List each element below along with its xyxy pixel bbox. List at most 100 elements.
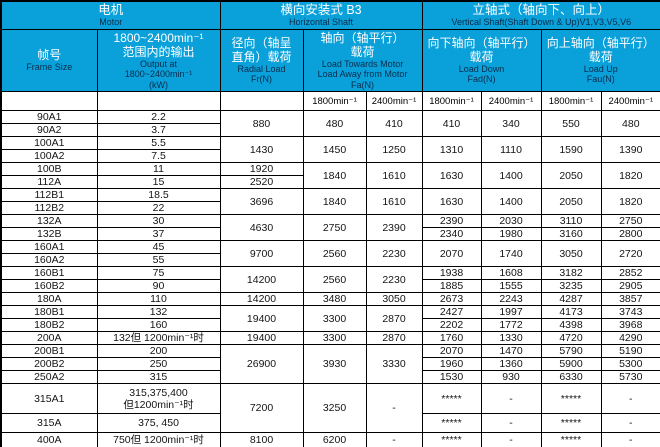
output-cell: 22 xyxy=(96,201,221,215)
fad-2400-cell: - xyxy=(480,383,542,414)
table-row: 400A 750但 1200min⁻¹时 8100 6200- ***** - ***** - xyxy=(0,432,660,447)
table-row: 160A1 45 9700 2560 2230 2070 1740 3050 2720 xyxy=(0,240,660,267)
frame-cell: 112B2 xyxy=(0,201,98,215)
fau-2400-cell: 3968 xyxy=(600,318,660,332)
fa-2400-cell: - xyxy=(365,432,423,447)
output-cell: 200 xyxy=(96,344,221,358)
output-cell: 132但 1200min⁻¹时 xyxy=(96,331,221,345)
fad-1800-cell: 1310 xyxy=(421,136,482,163)
radial-load-cell: 8100 xyxy=(219,432,304,447)
fa-2400-cell: 1250 xyxy=(365,136,423,163)
frame-cell: 200B1 xyxy=(0,344,98,358)
fau-2400-cell: 2905 xyxy=(600,279,660,293)
output-cell: 132 xyxy=(96,305,221,319)
empty-header-cell xyxy=(96,91,221,111)
fa-1800-cell: 2560 xyxy=(302,266,367,293)
fau-1800-cell: 1590 xyxy=(540,136,602,163)
fad-2400-cell: 1470 xyxy=(480,344,542,358)
radial-load-cell: 26900 xyxy=(219,344,304,384)
fau-1800-cell: 3160 xyxy=(540,227,602,241)
frame-cell: 200B2 xyxy=(0,357,98,371)
output-cell: 45 xyxy=(96,240,221,254)
fau-2400-cell: 2720 xyxy=(600,240,660,267)
header-output: 1800~2400min⁻¹ 范围内的输出 Output at 1800~240… xyxy=(96,28,221,92)
header-motor-en: Motor xyxy=(99,17,123,27)
header-vertical-shaft: 立轴式（轴向下、向上） Vertical Shaft(Shaft Down & … xyxy=(421,0,660,30)
frame-cell: 112B1 xyxy=(0,188,98,202)
table-row: 315A 375, 450 ***** - ***** - xyxy=(0,413,660,433)
output-cell: 2.2 xyxy=(96,110,221,124)
fau-1800-cell: 3110 xyxy=(540,214,602,228)
fau-2400-cell: - xyxy=(600,413,660,433)
fau-1800-cell: ***** xyxy=(540,413,602,433)
speed-header-fad-1800: 1800min⁻¹ xyxy=(421,91,482,111)
fau-2400-cell: 2852 xyxy=(600,266,660,280)
fad-1800-cell: ***** xyxy=(421,432,482,447)
table-row: 132B 37 2340 1980 3160 2800 xyxy=(0,227,660,241)
fad-1800-cell: 1760 xyxy=(421,331,482,345)
header-vertical-zh: 立轴式（轴向下、向上） xyxy=(472,3,611,17)
header-down-en: Load Down Fad(N) xyxy=(458,63,505,85)
fau-2400-cell: 1820 xyxy=(600,162,660,189)
table-row: 112A 15 2520 xyxy=(0,175,660,189)
fa-2400-cell: 2870 xyxy=(365,305,423,332)
fau-1800-cell: 4173 xyxy=(540,305,602,319)
table-row: 90A1 2.2 880 480 410 410 340 550 480 xyxy=(0,110,660,137)
table-row: 200B1 200 26900 3930 3330 2070 1470 5790 5190 xyxy=(0,344,660,384)
fad-2400-cell: 1980 xyxy=(480,227,542,241)
radial-load-cell: 9700 xyxy=(219,240,304,267)
radial-load-cell: 1920 xyxy=(219,162,304,176)
header-row-speeds: 1800min⁻¹ 2400min⁻¹ 1800min⁻¹ 2400min⁻¹ … xyxy=(0,91,660,111)
output-cell: 250 xyxy=(96,357,221,371)
fad-1800-cell: 2340 xyxy=(421,227,482,241)
output-cell: 37 xyxy=(96,227,221,241)
frame-cell: 132B xyxy=(0,227,98,241)
header-horizontal-shaft: 横向安装式 B3 Horizontal Shaft xyxy=(219,0,423,30)
output-cell: 18.5 xyxy=(96,188,221,202)
output-cell: 110 xyxy=(96,292,221,306)
frame-cell: 160A2 xyxy=(0,253,98,267)
fad-2400-cell: 1997 xyxy=(480,305,542,319)
fa-1800-cell: 3300 xyxy=(302,331,367,345)
fa-2400-cell: - xyxy=(365,383,423,433)
fa-2400-cell: 2390 xyxy=(365,214,423,241)
fa-2400-cell: 3050 xyxy=(365,292,423,306)
fad-1800-cell: ***** xyxy=(421,413,482,433)
header-horizontal-en: Horizontal Shaft xyxy=(288,17,354,27)
output-cell: 15 xyxy=(96,175,221,189)
fau-1800-cell: 2050 xyxy=(540,162,602,189)
fau-2400-cell: - xyxy=(600,432,660,447)
fa-2400-cell: 2230 xyxy=(365,266,423,293)
speed-header-fa-2400: 2400min⁻¹ xyxy=(365,91,423,111)
fa-2400-cell: 1610 xyxy=(365,188,423,215)
fa-1800-cell: 1450 xyxy=(302,136,367,163)
fad-2400-cell: 1330 xyxy=(480,331,542,345)
fau-1800-cell: 4720 xyxy=(540,331,602,345)
table-row: 160B2 90 1885 1555 3235 2905 xyxy=(0,279,660,293)
frame-cell: 315A xyxy=(0,413,98,433)
fad-2400-cell: 2030 xyxy=(480,214,542,228)
output-cell: 11 xyxy=(96,162,221,176)
fad-2400-cell: 2243 xyxy=(480,292,542,306)
radial-load-cell: 19400 xyxy=(219,305,304,332)
header-row-columns: 帧号 Frame Size 1800~2400min⁻¹ 范围内的输出 Outp… xyxy=(0,28,660,92)
radial-load-cell: 14200 xyxy=(219,292,304,306)
frame-cell: 132A xyxy=(0,214,98,228)
fad-2400-cell: - xyxy=(480,413,542,433)
fad-2400-cell: 340 xyxy=(480,110,542,137)
fa-1800-cell: 1840 xyxy=(302,188,367,215)
header-radial-load: 径向（轴呈 直角）载荷 Radial Load Fr(N) xyxy=(219,28,304,92)
fau-1800-cell: 5790 xyxy=(540,344,602,358)
frame-cell: 315A1 xyxy=(0,383,98,414)
fau-2400-cell: 5730 xyxy=(600,370,660,384)
speed-header-fad-2400: 2400min⁻¹ xyxy=(480,91,542,111)
header-vertical-en: Vertical Shaft(Shaft Down & Up)V1,V3,V5,… xyxy=(451,17,632,27)
radial-load-cell: 3696 xyxy=(219,188,304,215)
fad-1800-cell: 410 xyxy=(421,110,482,137)
radial-load-cell: 2520 xyxy=(219,175,304,189)
empty-header-cell xyxy=(0,91,98,111)
radial-load-cell: 7200 xyxy=(219,383,304,433)
fad-1800-cell: 1938 xyxy=(421,266,482,280)
fad-1800-cell: 1630 xyxy=(421,188,482,215)
